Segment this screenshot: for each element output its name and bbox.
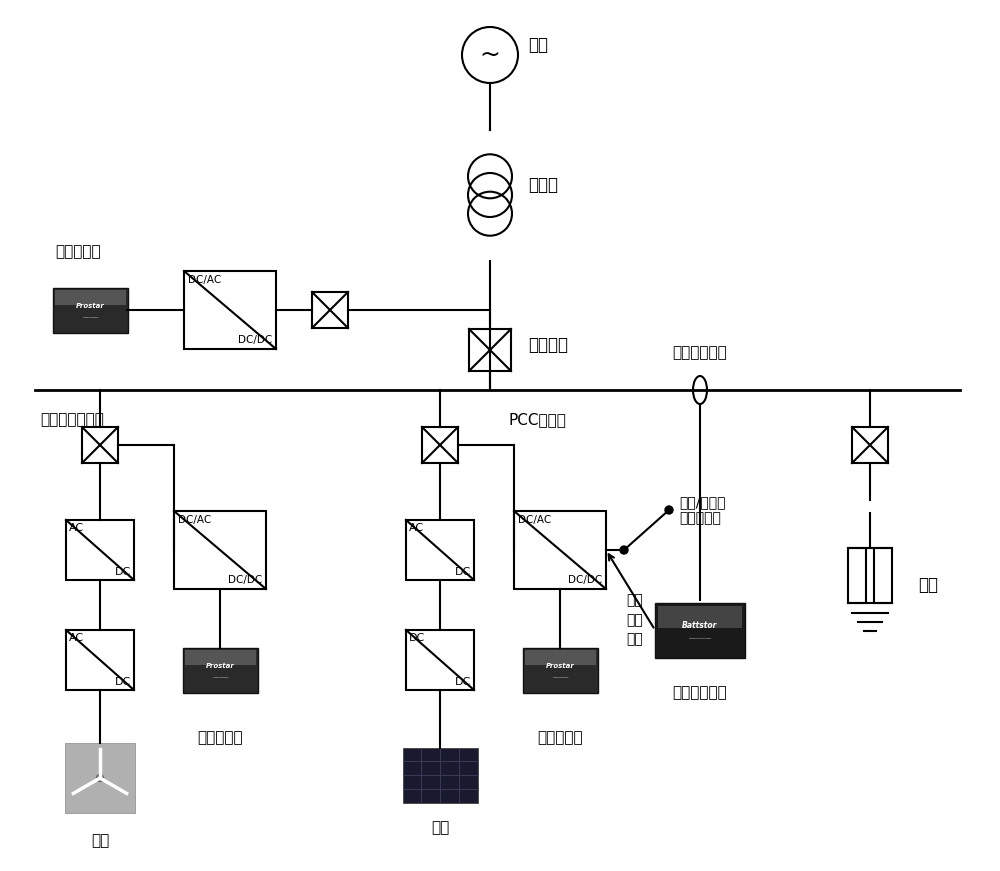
Text: ─────: ───── [212,676,228,680]
Text: Battstor: Battstor [682,620,718,630]
Bar [406,520,474,580]
Bar [406,630,474,690]
Text: 储能蓄电池: 储能蓄电池 [537,730,583,745]
Text: 并网开关: 并网开关 [528,336,568,354]
Text: 光伏: 光伏 [431,820,449,835]
Text: 并网/孤岛运
行模式切换: 并网/孤岛运 行模式切换 [679,495,726,525]
Bar [874,548,892,603]
Circle shape [620,546,628,554]
Bar [82,427,118,463]
Text: DC/AC: DC/AC [188,275,221,285]
Text: ─────: ───── [82,315,98,321]
Text: 变压器: 变压器 [528,176,558,194]
Bar [524,650,596,665]
Bar [54,289,126,305]
Text: Prostar: Prostar [206,663,234,669]
Text: ~: ~ [480,43,500,67]
Text: DC/DC: DC/DC [568,575,602,585]
Bar [184,650,256,665]
Text: AC: AC [69,633,84,643]
Bar [522,647,598,692]
Text: 电压频率检测: 电压频率检测 [673,345,727,360]
Text: DC: DC [115,567,131,577]
Circle shape [96,773,104,782]
Bar [174,511,266,589]
Bar [658,605,742,627]
Bar [514,511,606,589]
Bar [65,743,135,813]
Text: DC: DC [455,567,471,577]
Text: DC/DC: DC/DC [228,575,262,585]
Text: 能量管理系统: 能量管理系统 [673,685,727,700]
Text: 储能蓄电池: 储能蓄电池 [55,245,101,260]
Text: DC/AC: DC/AC [178,515,211,525]
Text: DC: DC [409,633,425,643]
Bar [469,329,511,371]
Bar [66,520,134,580]
Bar [312,292,348,328]
Text: DC: DC [115,677,131,687]
Text: Prostar: Prostar [546,663,574,669]
Text: 负荷: 负荷 [918,576,938,594]
Bar [402,747,478,802]
Text: ─────: ───── [552,676,568,680]
Circle shape [665,506,673,514]
Text: 模式
切换
控制: 模式 切换 控制 [627,593,643,646]
Bar [184,271,276,349]
Text: 风电: 风电 [91,833,109,848]
Bar [848,548,866,603]
Text: DC/AC: DC/AC [518,515,551,525]
Bar [655,603,745,658]
Text: 电网: 电网 [528,36,548,54]
Bar [66,630,134,690]
Text: ────────: ──────── [688,636,712,640]
Text: 微电网交流母线: 微电网交流母线 [40,412,104,427]
Bar [52,287,128,333]
Text: DC: DC [455,677,471,687]
Text: PCC连接点: PCC连接点 [508,412,566,427]
Text: 储能蓄电池: 储能蓄电池 [197,730,243,745]
Text: Prostar: Prostar [76,303,104,309]
Bar [852,427,888,463]
Bar [422,427,458,463]
Text: AC: AC [409,523,424,533]
Bar [182,647,258,692]
Text: AC: AC [69,523,84,533]
Text: DC/DC: DC/DC [238,335,272,345]
